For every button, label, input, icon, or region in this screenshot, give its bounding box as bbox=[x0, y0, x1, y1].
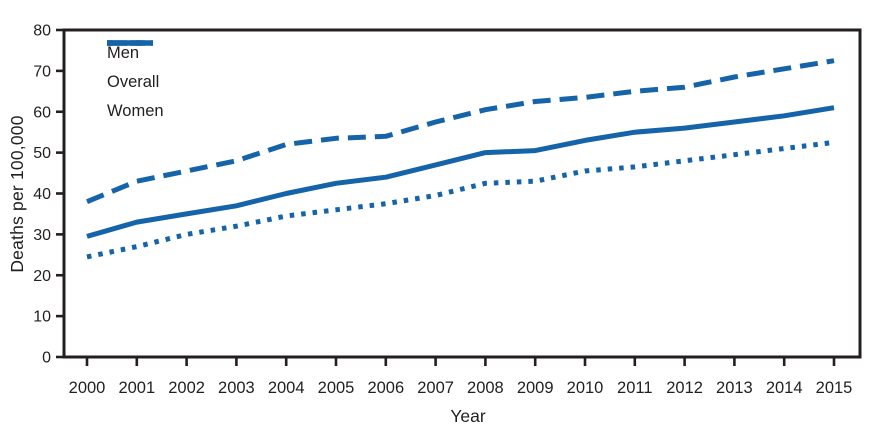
y-tick-label: 70 bbox=[33, 63, 51, 80]
x-tick-label: 2013 bbox=[716, 379, 753, 397]
y-tick-label: 50 bbox=[33, 145, 51, 162]
x-tick-label: 2003 bbox=[218, 379, 255, 397]
x-tick-label: 2015 bbox=[816, 379, 853, 397]
x-tick-label: 2007 bbox=[417, 379, 454, 397]
plot-frame bbox=[62, 28, 862, 359]
x-tick-label: 2002 bbox=[168, 379, 205, 397]
y-tick-label: 80 bbox=[33, 23, 51, 40]
y-tick-label: 10 bbox=[33, 309, 51, 326]
x-tick-label: 2008 bbox=[467, 379, 504, 397]
series-overall-line bbox=[86, 105, 835, 239]
x-tick-label: 2009 bbox=[517, 379, 554, 397]
y-tick-label: 40 bbox=[33, 186, 51, 203]
chart-legend: Men Overall Women bbox=[107, 39, 164, 126]
x-tick-label: 2000 bbox=[69, 379, 106, 397]
x-axis-title: Year bbox=[450, 406, 486, 426]
y-axis-title: Deaths per 100,000 bbox=[7, 115, 27, 273]
legend-label-men: Men bbox=[107, 44, 140, 63]
x-tick-label: 2011 bbox=[617, 379, 652, 397]
y-tick-label: 20 bbox=[33, 268, 51, 285]
legend-label-women: Women bbox=[107, 102, 164, 121]
series-men-line bbox=[86, 58, 835, 205]
x-tick-label: 2006 bbox=[367, 379, 404, 397]
legend-women-line-sample-icon bbox=[107, 40, 153, 46]
legend-overall-line-sample-icon bbox=[107, 40, 153, 46]
legend-label-overall: Overall bbox=[107, 73, 160, 92]
x-tick-label: 2005 bbox=[318, 379, 355, 397]
y-tick-label: 30 bbox=[33, 227, 51, 244]
x-tick-label: 2004 bbox=[268, 379, 305, 397]
y-tick-label: 60 bbox=[33, 104, 51, 121]
legend-item-women: Women bbox=[107, 40, 164, 126]
series-women-line bbox=[86, 139, 835, 260]
x-tick-label: 2001 bbox=[118, 379, 155, 397]
x-tick-label: 2010 bbox=[567, 379, 604, 397]
y-tick-label: 0 bbox=[42, 350, 51, 367]
legend-item-overall: Overall bbox=[107, 40, 164, 97]
x-tick-label: 2014 bbox=[766, 379, 803, 397]
x-tick-label: 2012 bbox=[666, 379, 703, 397]
